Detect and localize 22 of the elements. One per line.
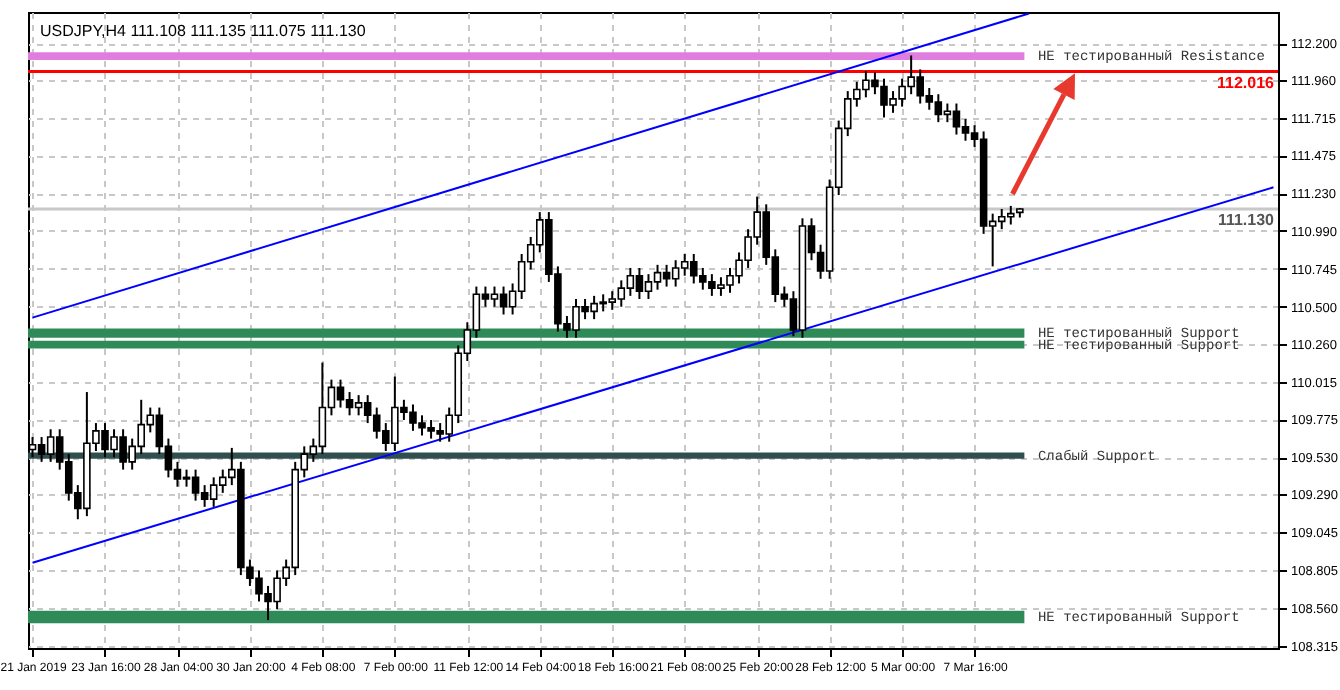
candlestick <box>354 394 363 417</box>
text: USDJPY,H4 111.108 111.135 111.075 111.130 <box>40 22 367 40</box>
candlestick <box>635 266 644 300</box>
candlestick <box>626 266 635 297</box>
ref-line-label: 111.130 <box>1217 211 1276 229</box>
candlestick <box>200 484 209 508</box>
candlestick <box>943 102 952 124</box>
candlestick <box>662 263 671 288</box>
candlestick <box>345 391 354 417</box>
ref-line-label: 112.016 <box>1217 73 1276 92</box>
candlestick <box>952 102 961 136</box>
candlestick <box>46 428 55 463</box>
candlestick <box>653 263 662 291</box>
candlestick <box>961 118 970 142</box>
candlestick <box>671 259 680 288</box>
candlestick <box>336 378 345 409</box>
candlestick <box>490 285 499 308</box>
candlestick <box>191 468 200 502</box>
candlestick <box>499 285 508 316</box>
candlestick <box>37 436 46 463</box>
candlestick <box>644 273 653 300</box>
candlestick <box>318 361 327 456</box>
